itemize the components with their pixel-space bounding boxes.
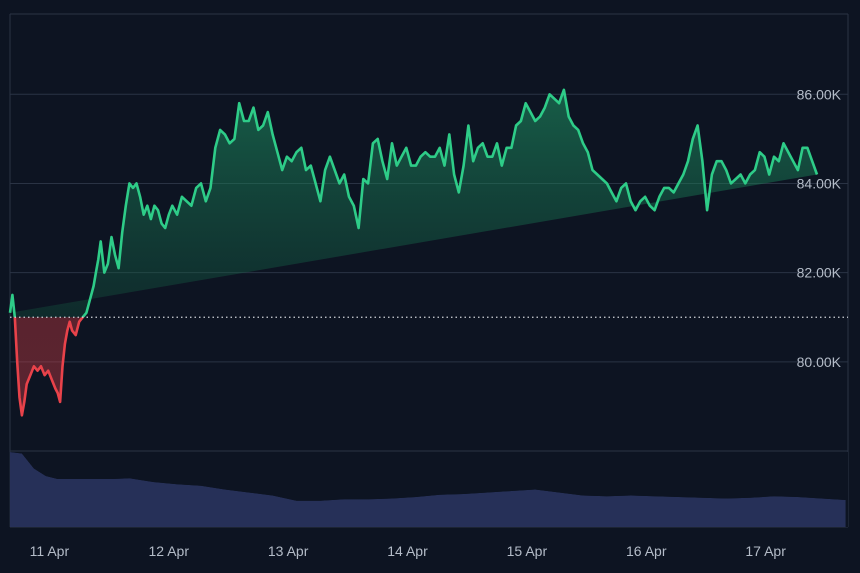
price-area-down [14, 317, 83, 416]
volume-area [10, 452, 846, 527]
y-tick-label: 80.00K [797, 354, 842, 370]
volume-bars [9, 452, 848, 527]
price-line-up [8, 88, 819, 318]
x-tick-label: 16 Apr [626, 543, 667, 559]
x-tick-label: 17 Apr [745, 543, 786, 559]
y-tick-label: 82.00K [797, 265, 842, 281]
x-axis-labels: 11 Apr 12 Apr 13 Apr 14 Apr 15 Apr 16 Apr 17 A… [30, 543, 787, 559]
y-axis-labels: 80.00K 82.00K 84.00K 86.00K [797, 86, 842, 370]
price-line [8, 88, 848, 417]
x-tick-label: 15 Apr [507, 543, 548, 559]
y-tick-label: 84.00K [797, 175, 842, 191]
price-area-up [10, 89, 817, 318]
x-tick-label: 12 Apr [149, 543, 190, 559]
y-tick-label: 86.00K [797, 86, 842, 102]
x-tick-label: 14 Apr [387, 543, 428, 559]
volume-mask [10, 452, 848, 527]
price-area [10, 89, 817, 416]
x-tick-label: 13 Apr [268, 543, 309, 559]
x-tick-label: 11 Apr [30, 543, 70, 559]
